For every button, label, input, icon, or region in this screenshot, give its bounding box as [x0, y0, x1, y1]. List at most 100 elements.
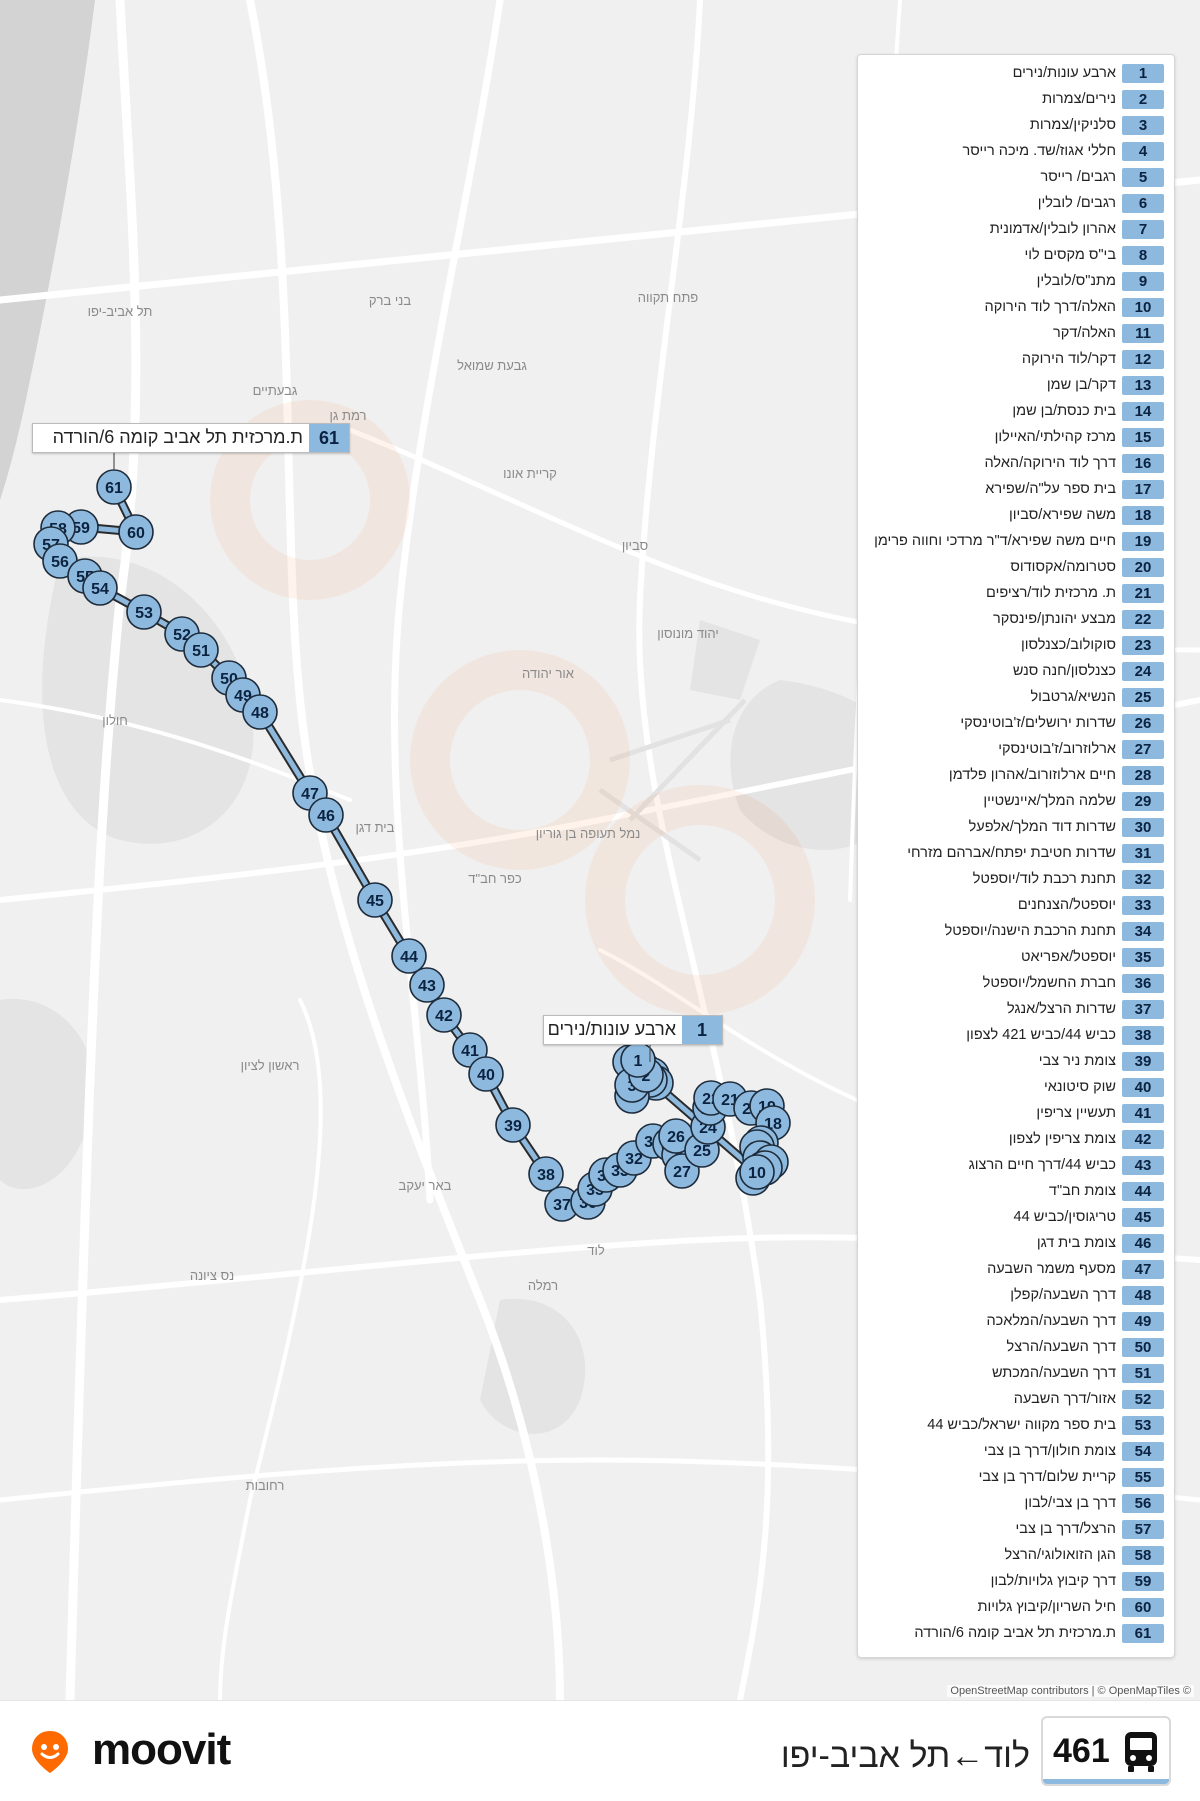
legend-row[interactable]: 9 מתנ"ס/לובלין [858, 270, 1174, 292]
legend-row[interactable]: 50 דרך השבעה/הרצל [858, 1336, 1174, 1358]
legend-stop-number: 42 [1122, 1130, 1164, 1149]
legend-row[interactable]: 1 ארבע עונות/נירים [858, 62, 1174, 84]
legend-row[interactable]: 35 יוספטל/אפריאט [858, 946, 1174, 968]
map-attribution[interactable]: OpenStreetMap contributors | © OpenMapTi… [947, 1685, 1194, 1697]
stop-marker[interactable]: 60 [118, 514, 154, 550]
legend-row[interactable]: 16 דרך לוד הירוקה/האלה [858, 452, 1174, 474]
legend-row[interactable]: 51 דרך השבעה/המכתש [858, 1362, 1174, 1384]
legend-row[interactable]: 22 מבצע יהונתן/פינסקר [858, 608, 1174, 630]
legend-row[interactable]: 55 קריית שלום/דרך בן צבי [858, 1466, 1174, 1488]
map-place-label: חולון [102, 713, 128, 728]
end-stop-callout[interactable]: 61 ת.מרכזית תל אביב קומה 6/הורדה [32, 423, 350, 453]
legend-row[interactable]: 5 רגבים/ רייסר [858, 166, 1174, 188]
legend-row[interactable]: 46 צומת בית דגן [858, 1232, 1174, 1254]
legend-row[interactable]: 29 שלמה המלך/איינשטיין [858, 790, 1174, 812]
legend-row[interactable]: 41 תעשיין צריפין [858, 1102, 1174, 1124]
legend-row[interactable]: 58 הגן הזואולוגי/הרצל [858, 1544, 1174, 1566]
legend-row[interactable]: 20 סטרומה/אקסודוס [858, 556, 1174, 578]
legend-row[interactable]: 18 משה שפירא/סביון [858, 504, 1174, 526]
stop-marker[interactable]: 1 [620, 1042, 656, 1078]
stop-marker-number: 25 [693, 1143, 711, 1160]
legend-row[interactable]: 48 דרך השבעה/קפלן [858, 1284, 1174, 1306]
legend-row[interactable]: 17 בית ספר על"ה/שפירא [858, 478, 1174, 500]
legend-row[interactable]: 38 כביש 44/כביש 421 לצפון [858, 1024, 1174, 1046]
legend-row[interactable]: 30 שדרות דוד המלך/אלפעל [858, 816, 1174, 838]
legend-row[interactable]: 56 דרך בן צבי/לבון [858, 1492, 1174, 1514]
moovit-logo[interactable]: moovit [30, 1725, 231, 1779]
route-name: לוד←תל אביב-יפו [780, 1737, 1030, 1775]
stop-marker[interactable]: 40 [468, 1056, 504, 1092]
stop-marker[interactable]: 10 [739, 1154, 775, 1190]
legend-row[interactable]: 27 ארלוזרוב/ז'בוטינסקי [858, 738, 1174, 760]
legend-row[interactable]: 25 הנשיא/גרטבול [858, 686, 1174, 708]
stop-marker[interactable]: 51 [183, 632, 219, 668]
legend-row[interactable]: 34 תחנת הרכבת הישנה/יוספטל [858, 920, 1174, 942]
stop-marker[interactable]: 53 [126, 594, 162, 630]
legend-row[interactable]: 26 שדרות ירושלים/ז'בוטינסקי [858, 712, 1174, 734]
legend-row[interactable]: 32 תחנת רכבת לוד/יוספטל [858, 868, 1174, 890]
legend-stop-name: משה שפירא/סביון [1008, 507, 1116, 523]
legend-row[interactable]: 45 טריגוסין/כביש 44 [858, 1206, 1174, 1228]
stop-marker-number: 46 [317, 808, 335, 825]
legend-row[interactable]: 60 חיל השריון/קיבוץ גלויות [858, 1596, 1174, 1618]
legend-row[interactable]: 14 בית כנסת/בן שמן [858, 400, 1174, 422]
legend-row[interactable]: 12 דקר/לוד הירוקה [858, 348, 1174, 370]
legend-row[interactable]: 53 בית ספר מקווה ישראל/כביש 44 [858, 1414, 1174, 1436]
legend-row[interactable]: 39 צומת ניר צבי [858, 1050, 1174, 1072]
legend-row[interactable]: 8 בי"ס מקסים לוי [858, 244, 1174, 266]
legend-row[interactable]: 42 צומת צריפין לצפון [858, 1128, 1174, 1150]
legend-row[interactable]: 24 כצנלסון/חנה סנש [858, 660, 1174, 682]
legend-row[interactable]: 49 דרך השבעה/המלאכה [858, 1310, 1174, 1332]
stop-marker[interactable]: 42 [426, 997, 462, 1033]
legend-row[interactable]: 43 כביש 44/דרך חיים הרצוג [858, 1154, 1174, 1176]
legend-row[interactable]: 36 חברת החשמל/יוספטל [858, 972, 1174, 994]
legend-row[interactable]: 37 שדרות הרצל/אנגל [858, 998, 1174, 1020]
legend-row[interactable]: 33 יוספטל/הצנחנים [858, 894, 1174, 916]
stop-marker[interactable]: 54 [82, 570, 118, 606]
stop-marker[interactable]: 39 [495, 1107, 531, 1143]
legend-row[interactable]: 52 אזור/דרך השבעה [858, 1388, 1174, 1410]
stop-marker[interactable]: 48 [242, 694, 278, 730]
legend-stop-name: חיים ארלוזורוב/אהרון פלדמן [948, 767, 1116, 783]
legend-row[interactable]: 19 חיים משה שפירא/ד"ר מרדכי וחווה פרימן [858, 530, 1174, 552]
legend-row[interactable]: 15 מרכז קהילתי/האיילון [858, 426, 1174, 448]
legend-stop-name: שדרות חטיבת יפתח/אברהם מזרחי [907, 845, 1116, 861]
bus-icon [1125, 1732, 1157, 1772]
stop-markers: 6160595857565554535251504948474645444342… [33, 452, 791, 1222]
legend-row[interactable]: 57 הרצל/דרך בן צבי [858, 1518, 1174, 1540]
legend-row[interactable]: 23 סוקולוב/כצנלסון [858, 634, 1174, 656]
route-color-bar [1043, 1779, 1169, 1784]
legend-stop-name: מבצע יהונתן/פינסקר [993, 611, 1116, 627]
legend-row[interactable]: 44 צומת חב"ד [858, 1180, 1174, 1202]
stop-marker[interactable]: 46 [308, 797, 344, 833]
route-badge[interactable]: 461 [1041, 1716, 1171, 1786]
legend-row[interactable]: 61 ת.מרכזית תל אביב קומה 6/הורדה [858, 1622, 1174, 1644]
legend-row[interactable]: 2 נירים/צמרות [858, 88, 1174, 110]
legend-stop-name: הרצל/דרך בן צבי [1015, 1521, 1116, 1537]
legend-stop-name: דרך בן צבי/לבון [1024, 1495, 1116, 1511]
legend-row[interactable]: 54 צומת חולון/דרך בן צבי [858, 1440, 1174, 1462]
stop-marker[interactable]: 61 [96, 469, 132, 505]
legend-row[interactable]: 11 האלה/דקר [858, 322, 1174, 344]
stop-marker[interactable]: 43 [409, 967, 445, 1003]
stop-marker[interactable]: 38 [528, 1156, 564, 1192]
legend-row[interactable]: 13 דקר/בן שמן [858, 374, 1174, 396]
legend-row[interactable]: 59 דרך קיבוץ גלויות/לבון [858, 1570, 1174, 1592]
legend-row[interactable]: 3 סלניקין/צמרות [858, 114, 1174, 136]
legend-row[interactable]: 31 שדרות חטיבת יפתח/אברהם מזרחי [858, 842, 1174, 864]
legend-row[interactable]: 6 רגבים/ לובלין [858, 192, 1174, 214]
legend-row[interactable]: 21 ת. מרכזית לוד/רציפים [858, 582, 1174, 604]
legend-row[interactable]: 47 מסעף משמר השבעה [858, 1258, 1174, 1280]
legend-row[interactable]: 7 אהרון לובלין/אדמונית [858, 218, 1174, 240]
legend-stop-number: 45 [1122, 1208, 1164, 1227]
stop-marker[interactable]: 44 [391, 938, 427, 974]
legend-row[interactable]: 40 שוק סיטונאי [858, 1076, 1174, 1098]
stop-marker[interactable]: 45 [357, 882, 393, 918]
start-stop-callout[interactable]: 1 ארבע עונות/נירים [543, 1015, 723, 1045]
legend-row[interactable]: 28 חיים ארלוזורוב/אהרון פלדמן [858, 764, 1174, 786]
legend-stop-name: תחנת רכבת לוד/יוספטל [972, 871, 1116, 887]
legend-stop-number: 20 [1122, 558, 1164, 577]
stop-marker[interactable]: 26 [658, 1118, 694, 1154]
legend-row[interactable]: 4 חללי אגוז/שד. מיכה רייסר [858, 140, 1174, 162]
legend-row[interactable]: 10 האלה/דרך לוד הירוקה [858, 296, 1174, 318]
